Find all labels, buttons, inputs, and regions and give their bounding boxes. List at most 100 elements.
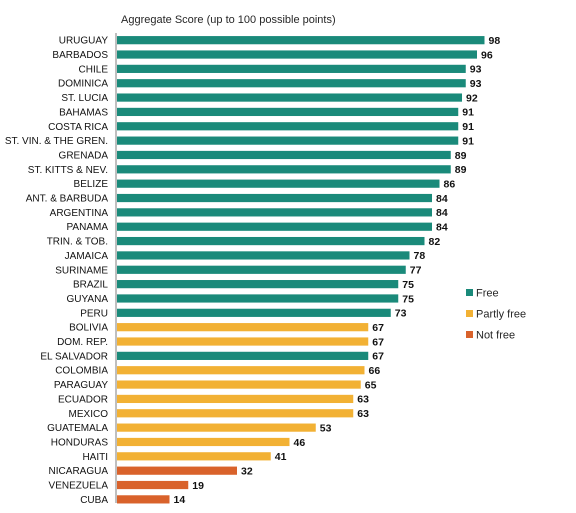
category-label: COLOMBIA (55, 366, 108, 377)
value-label: 92 (466, 92, 478, 104)
bar (117, 337, 369, 346)
bar (117, 280, 399, 289)
bar (117, 437, 290, 447)
value-label: 96 (481, 49, 493, 61)
value-label: 67 (372, 322, 384, 334)
value-label: 19 (192, 480, 204, 492)
value-label: 93 (470, 78, 482, 90)
category-label: HONDURAS (51, 437, 109, 448)
category-label: GRENADA (59, 150, 109, 161)
bar (117, 208, 432, 217)
bar (117, 480, 189, 490)
category-label: SURINAME (55, 265, 108, 276)
bar (117, 64, 466, 73)
value-label: 91 (462, 107, 474, 119)
legend-swatch (466, 289, 473, 296)
legend: Free Partly free Not free (466, 288, 526, 342)
bars-group: URUGUAY 98 BARBADOS 96 CHILE 93 DOMINICA 93 ST. … (5, 35, 501, 506)
value-label: 14 (174, 494, 186, 506)
bar (117, 136, 459, 145)
value-label: 53 (320, 422, 332, 434)
value-label: 75 (402, 279, 414, 291)
category-label: HAITI (82, 452, 108, 463)
category-label: GUATEMALA (47, 423, 108, 434)
value-label: 84 (436, 193, 448, 205)
category-label: JAMAICA (65, 251, 109, 262)
category-label: BRAZIL (73, 280, 108, 291)
bar (117, 394, 354, 404)
category-label: EL SALVADOR (40, 351, 108, 362)
bar (117, 294, 399, 303)
category-label: MEXICO (69, 409, 109, 420)
category-label: VENEZUELA (49, 481, 109, 492)
category-label: PARAGUAY (54, 380, 108, 391)
bar (117, 495, 170, 504)
legend-swatch (466, 331, 473, 338)
legend-label: Partly free (476, 309, 526, 321)
category-label: ARGENTINA (50, 208, 109, 219)
category-label: ST. KITTS & NEV. (28, 165, 108, 176)
value-label: 67 (372, 336, 384, 348)
value-label: 89 (455, 164, 467, 176)
bar (117, 409, 354, 418)
value-label: 91 (462, 135, 474, 147)
value-label: 84 (436, 222, 448, 234)
category-label: BARBADOS (52, 50, 108, 61)
category-label: PANAMA (67, 222, 109, 233)
bar (117, 466, 237, 475)
value-label: 78 (414, 250, 426, 262)
bar (117, 150, 451, 160)
value-label: 93 (470, 64, 482, 76)
category-label: ST. VIN. & THE GREN. (5, 136, 108, 147)
category-label: TRIN. & TOB. (47, 237, 108, 248)
value-label: 46 (294, 437, 306, 449)
bar (117, 251, 410, 260)
value-label: 73 (395, 308, 407, 320)
category-label: COSTA RICA (48, 122, 108, 133)
value-label: 84 (436, 207, 448, 219)
bar (117, 452, 271, 461)
category-label: ANT. & BARBUDA (26, 194, 109, 205)
value-label: 75 (402, 293, 414, 305)
category-label: GUYANA (67, 294, 109, 305)
category-label: PERU (80, 308, 108, 319)
value-label: 66 (369, 365, 381, 377)
category-label: BOLIVIA (69, 323, 108, 334)
chart-title: Aggregate Score (up to 100 possible poin… (121, 14, 336, 26)
value-label: 65 (365, 379, 377, 391)
bar (117, 222, 432, 231)
bar (117, 79, 466, 88)
category-label: URUGUAY (59, 36, 109, 47)
category-label: ST. LUCIA (61, 93, 108, 104)
bar (117, 423, 316, 432)
category-label: CHILE (79, 64, 109, 75)
value-label: 32 (241, 465, 253, 477)
value-label: 77 (410, 265, 422, 277)
bar (117, 36, 485, 45)
category-label: NICARAGUA (49, 466, 109, 477)
category-label: CUBA (80, 495, 108, 506)
legend-label: Not free (476, 330, 515, 342)
category-label: BAHAMAS (59, 107, 108, 118)
value-label: 63 (357, 394, 369, 406)
bar (117, 323, 369, 332)
bar (117, 93, 462, 102)
bar (117, 380, 361, 389)
category-label: DOMINICA (58, 79, 108, 90)
value-label: 91 (462, 121, 474, 133)
value-label: 63 (357, 408, 369, 420)
value-label: 89 (455, 150, 467, 162)
bar (117, 122, 459, 131)
legend-swatch (466, 310, 473, 317)
category-label: BELIZE (74, 179, 109, 190)
value-label: 86 (444, 178, 456, 190)
bar (117, 366, 365, 375)
value-label: 41 (275, 451, 287, 463)
value-label: 98 (489, 35, 501, 47)
bar (117, 179, 440, 188)
bar (117, 193, 432, 203)
bar (117, 165, 451, 174)
category-label: DOM. REP. (57, 337, 108, 348)
bar (117, 107, 459, 117)
